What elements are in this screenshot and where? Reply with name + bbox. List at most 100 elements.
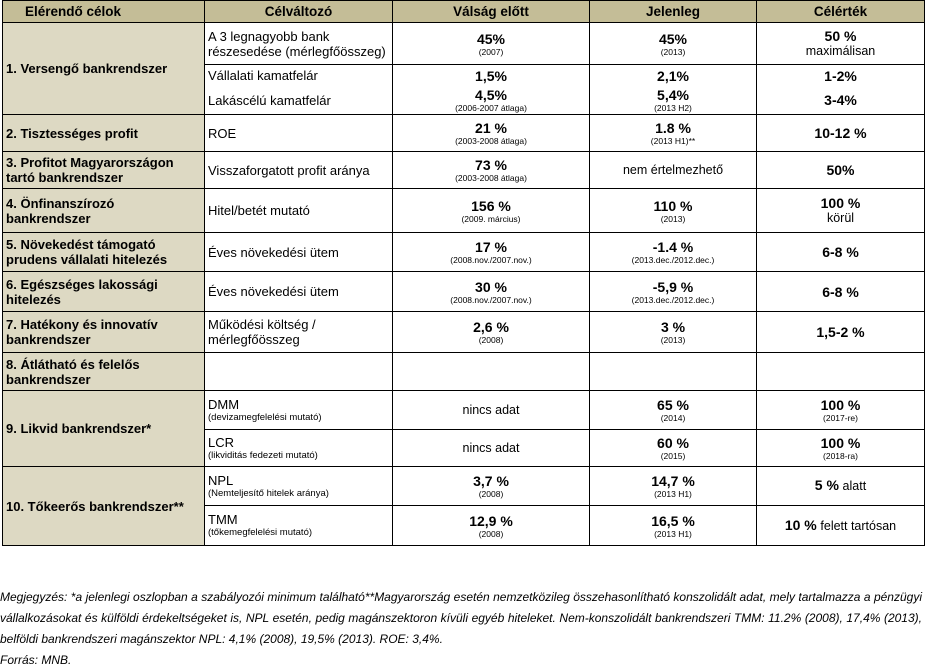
current-note: (2013) [660, 335, 686, 345]
variable-name: NPL [208, 472, 234, 488]
before-value: 1,5% [475, 67, 507, 84]
variable-note: (tőkemegfelelési mutató) [208, 527, 313, 538]
current-note: (2014) [660, 413, 686, 423]
current-cell: 2,1% [589, 64, 757, 87]
target-value: 6-8 % [822, 244, 859, 260]
goal-cell: 10. Tőkeerős bankrendszer** [2, 466, 205, 546]
header-before-crisis: Válság előtt [392, 0, 590, 23]
table-row: 6. Egészséges lakossági hitelezés Éves n… [2, 271, 925, 312]
before-note: (2003-2008 átlaga) [455, 136, 527, 146]
current-note: (2013.dec./2012.dec.) [631, 255, 715, 265]
before-note: (2006-2007 átlaga) [455, 103, 527, 114]
goal-cell: 1. Versengő bankrendszer [2, 22, 205, 115]
current-value: nem értelmezhető [622, 163, 724, 177]
before-value: nincs adat [462, 441, 520, 455]
before-cell: 45% (2007) [392, 22, 590, 65]
header-current: Jelenleg [589, 0, 757, 23]
before-cell: 30 % (2008.nov./2007.nov.) [392, 271, 590, 312]
target-value: 5 % [814, 477, 839, 493]
current-cell: 60 % (2015) [589, 429, 757, 467]
current-note: (2013 H2) [654, 103, 692, 114]
variable-cell: Éves növekedési ütem [204, 232, 393, 272]
table-row: 8. Átlátható és felelős bankrendszer [2, 352, 925, 391]
before-cell: 21 % (2003-2008 átlaga) [392, 114, 590, 152]
before-value: 73 % [475, 157, 507, 173]
table-row: 3. Profitot Magyarországon tartó bankren… [2, 151, 925, 189]
goal-cell: 7. Hatékony és innovatív bankrendszer [2, 311, 205, 353]
target-value: 50 % [824, 28, 857, 44]
target-value: 100 % [820, 397, 861, 413]
before-note: (2007) [478, 46, 504, 57]
before-cell: 12,9 % (2008) [392, 505, 590, 546]
before-value: 12,9 % [469, 512, 513, 529]
variable-name: LCR [208, 434, 235, 450]
current-cell: 110 % (2013) [589, 188, 757, 233]
current-value: 16,5 % [651, 512, 695, 529]
current-note: (2013) [660, 46, 686, 57]
variable-cell: ROE [204, 114, 393, 152]
goal-cell: 2. Tisztességes profit [2, 114, 205, 152]
target-note: (2017-re) [823, 413, 858, 423]
current-value: 2,1% [657, 67, 689, 84]
before-note: (2008.nov./2007.nov.) [450, 294, 532, 305]
table-row: 4. Önfinanszírozó bankrendszer Hitel/bet… [2, 188, 925, 233]
table-row: 7. Hatékony és innovatív bankrendszer Mű… [2, 311, 925, 353]
variable-name: TMM [208, 512, 238, 527]
target-value: 10-12 % [814, 125, 867, 141]
header-row: Elérendő célok Célváltozó Válság előtt J… [2, 0, 925, 23]
before-note: (2008) [478, 335, 504, 345]
target-cell: 50 % maximálisan [756, 22, 925, 65]
variable-cell: Vállalati kamatfelár [204, 64, 393, 87]
variable-cell: Hitel/betét mutató [204, 188, 393, 233]
target-cell: 5 % alatt [756, 466, 925, 506]
target-note: (2018-ra) [823, 451, 858, 461]
target-cell: 50% [756, 151, 925, 189]
table-row: 2. Tisztességes profit ROE 21 % (2003-200… [2, 114, 925, 152]
variable-cell: A 3 legnagyobb bank részesedése (mérlegf… [204, 22, 393, 65]
header-goals: Elérendő célok [2, 0, 205, 23]
before-cell [392, 352, 590, 391]
before-cell: 2,6 % (2008) [392, 311, 590, 353]
current-note: (2013.dec./2012.dec.) [631, 294, 715, 305]
target-cell: 1,5-2 % [756, 311, 925, 353]
variable-note: (Nemteljesítő hitelek aránya) [208, 487, 329, 499]
current-cell: 5,4% (2013 H2) [589, 86, 757, 115]
target-note: maximálisan [805, 44, 876, 58]
variable-cell: NPL (Nemteljesítő hitelek aránya) [204, 466, 393, 506]
current-value: 1.8 % [655, 120, 691, 136]
before-value: nincs adat [462, 403, 520, 417]
goal-cell: 6. Egészséges lakossági hitelezés [2, 271, 205, 312]
current-value: 5,4% [657, 87, 689, 104]
before-cell: 156 % (2009. március) [392, 188, 590, 233]
table-row: Vállalati kamatfelár 1,5% 2,1% 1-2% [3, 64, 925, 87]
before-cell: nincs adat [392, 390, 590, 430]
target-cell: 100 % (2017-re) [756, 390, 925, 430]
goal-cell: 4. Önfinanszírozó bankrendszer [2, 188, 205, 233]
current-cell: 65 % (2014) [589, 390, 757, 430]
target-value: 1,5-2 % [816, 324, 865, 340]
current-note: (2013 H1) [654, 489, 692, 499]
table-row: 10. Tőkeerős bankrendszer** NPL (Nemtelje… [2, 466, 925, 546]
before-note: (2003-2008 átlaga) [455, 173, 527, 183]
variable-name: DMM [208, 396, 240, 412]
table-row: 5. Növekedést támogató prudens vállalati… [2, 232, 925, 272]
before-cell: 73 % (2003-2008 átlaga) [392, 151, 590, 189]
objectives-table: Elérendő célok Célváltozó Válság előtt J… [2, 0, 925, 546]
target-cell: 3-4% [756, 86, 925, 115]
variable-cell [204, 352, 393, 391]
current-value: 60 % [657, 435, 689, 451]
current-cell [589, 352, 757, 391]
header-target: Célérték [756, 0, 925, 23]
target-cell: 10-12 % [756, 114, 925, 152]
variable-note: (likviditás fedezeti mutató) [208, 449, 318, 461]
current-value: 14,7 % [651, 473, 695, 489]
target-note: körül [826, 211, 855, 225]
variable-cell: LCR (likviditás fedezeti mutató) [204, 429, 393, 467]
current-cell: 16,5 % (2013 H1) [589, 505, 757, 546]
before-cell: 1,5% [392, 64, 590, 87]
current-note: (2013 H1) [654, 528, 692, 539]
goal-cell: 8. Átlátható és felelős bankrendszer [2, 352, 205, 391]
before-cell: 17 % (2008.nov./2007.nov.) [392, 232, 590, 272]
variable-cell: Visszaforgatott profit aránya [204, 151, 393, 189]
target-cell: 6-8 % [756, 232, 925, 272]
